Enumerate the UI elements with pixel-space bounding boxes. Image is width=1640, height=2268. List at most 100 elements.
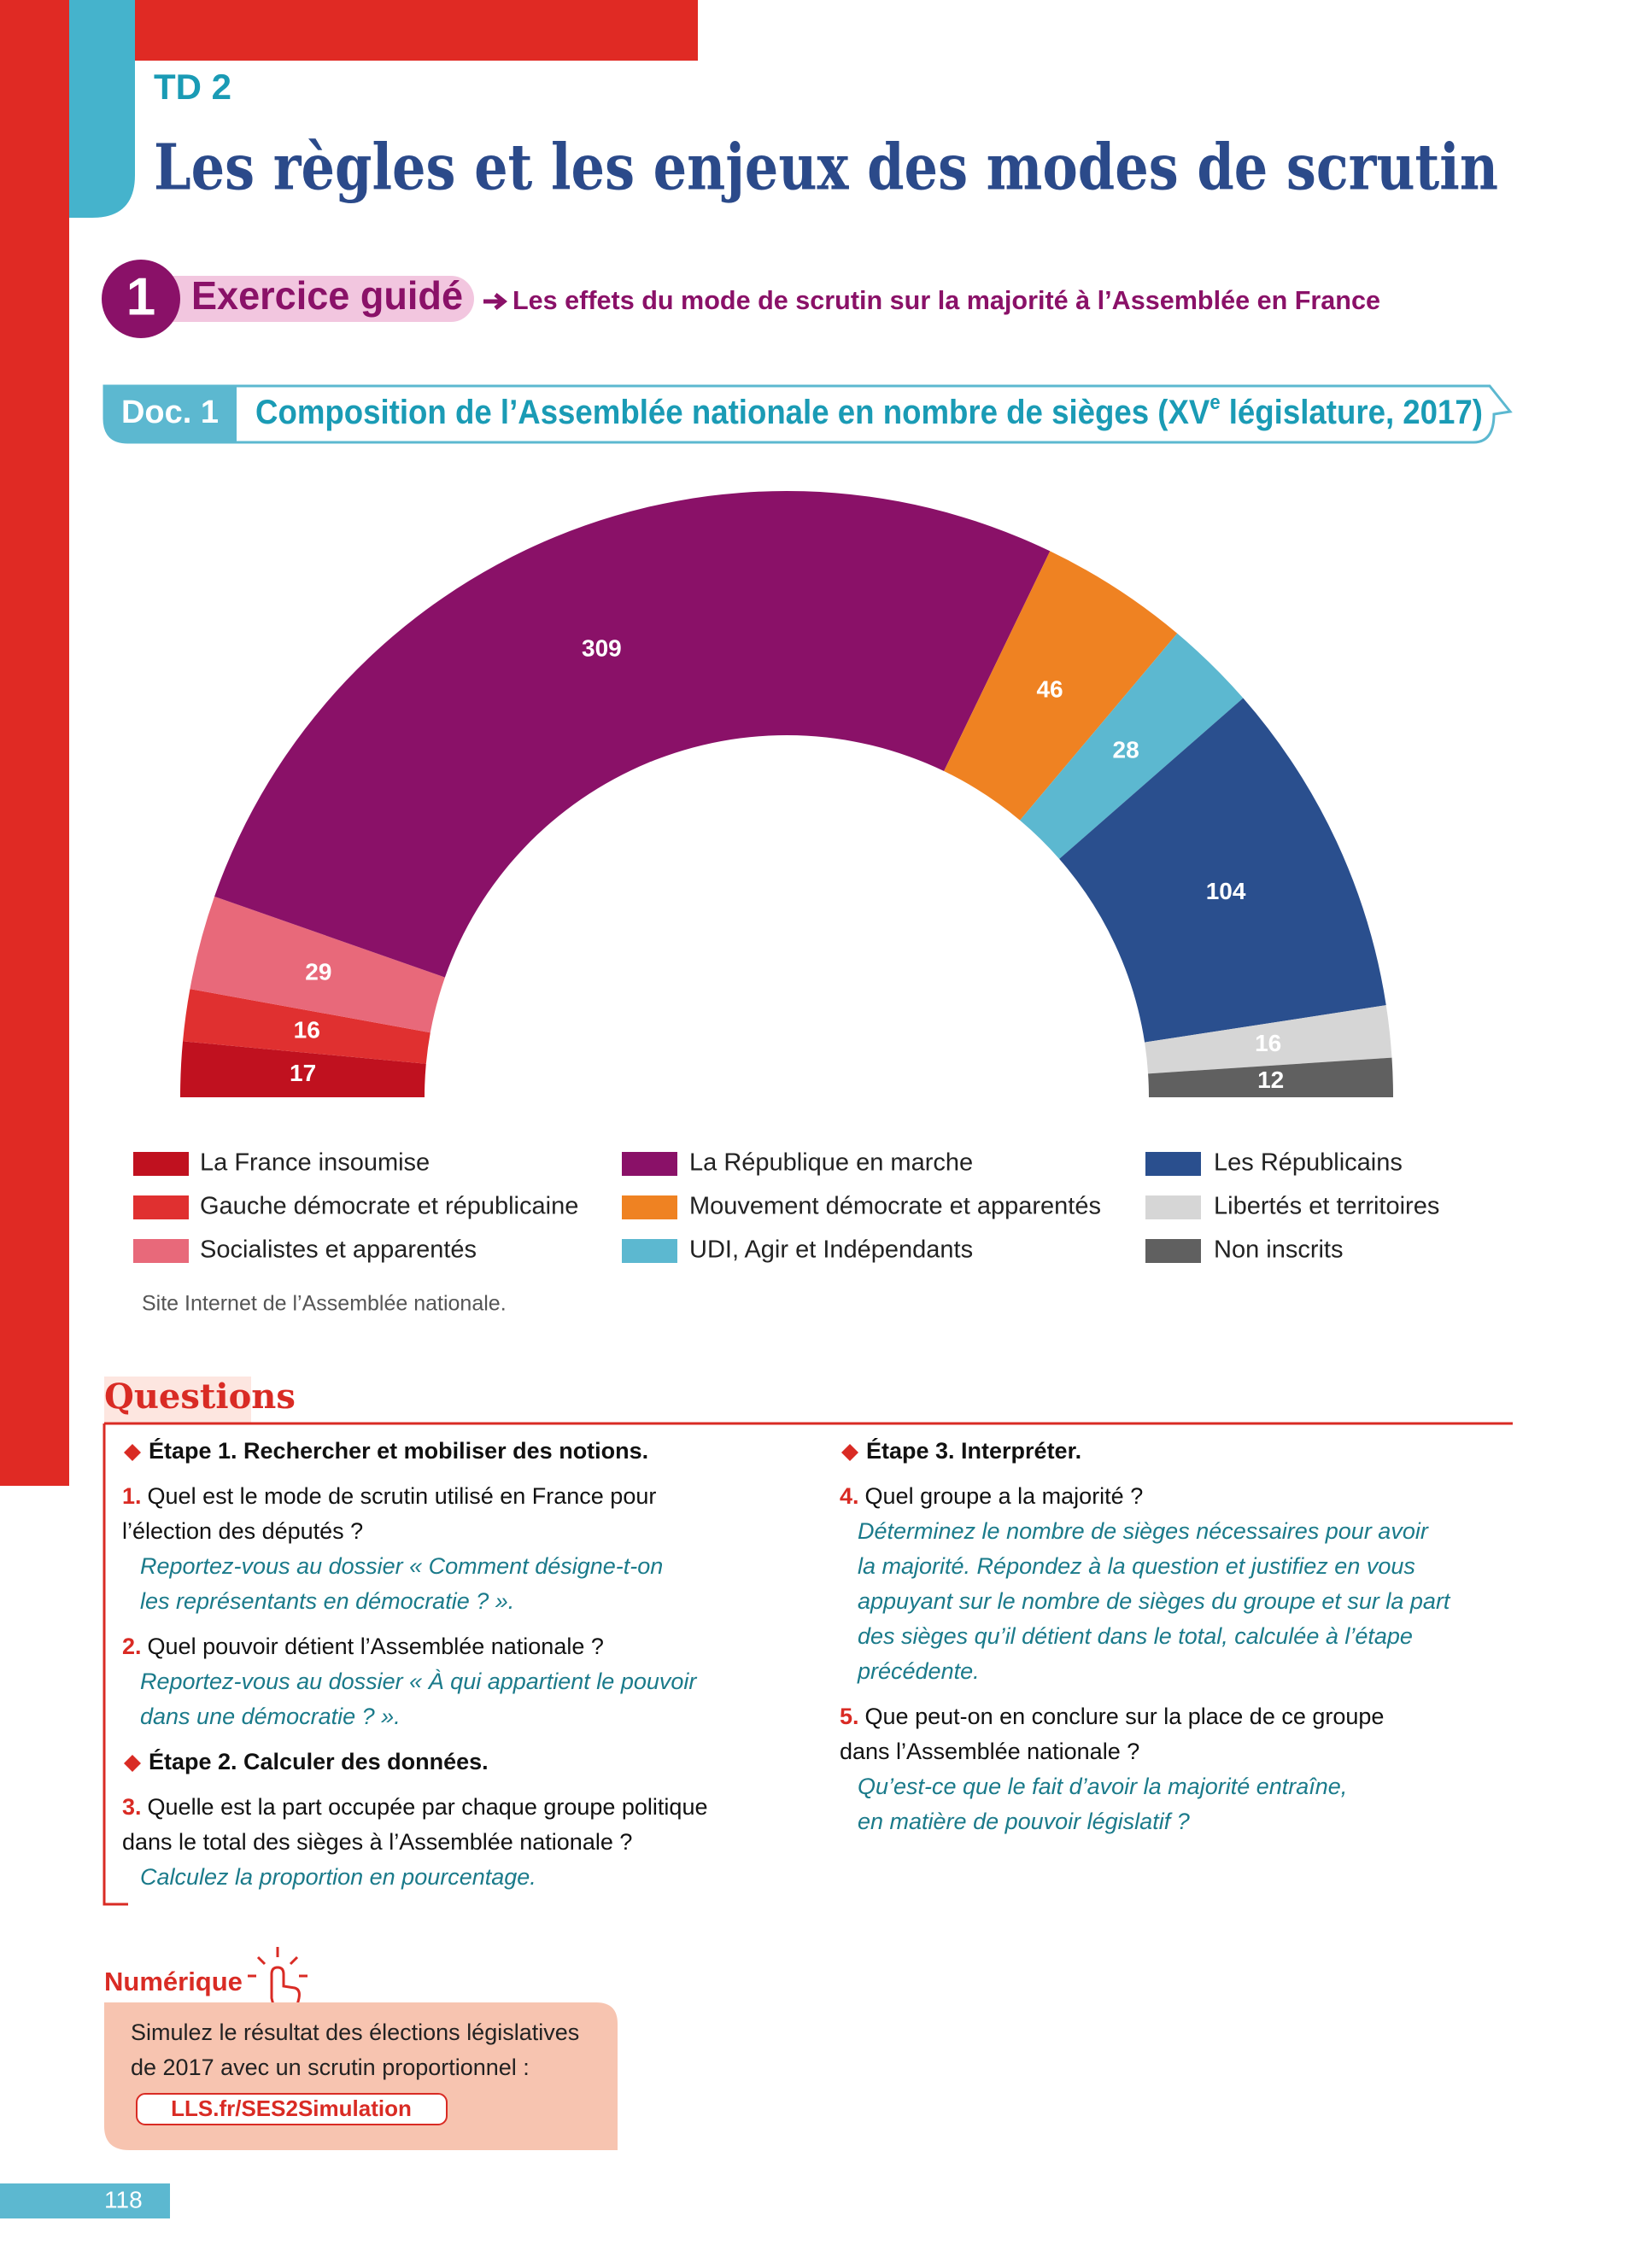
question-hint: Calculez la proportion en pourcentage. [140, 1864, 536, 1890]
seat-segment [1020, 633, 1244, 859]
question-hint: des sièges qu’il détient dans le total, … [858, 1623, 1413, 1649]
digital-title: Numérique [104, 1967, 243, 1996]
link-box[interactable] [136, 2093, 448, 2125]
question-text: Que peut-on en conclure sur la place de … [865, 1704, 1385, 1729]
legend-label: Les Républicains [1214, 1149, 1403, 1177]
doc-title: Composition de l’Assemblée nationale en … [255, 391, 1483, 430]
exercise-badge [102, 260, 180, 338]
side-band [0, 0, 69, 1486]
value-label: 16 [294, 1016, 320, 1043]
question-number: 1. [122, 1483, 142, 1509]
value-label: 104 [1206, 878, 1246, 904]
question-text: Quel est le mode de scrutin utilisé en F… [148, 1483, 657, 1509]
question-number: 2. [122, 1634, 142, 1659]
tab [69, 0, 135, 218]
step-label: Étape 1. Rechercher et mobiliser des not… [149, 1437, 648, 1464]
value-label: 309 [582, 634, 622, 661]
question-line: l’élection des députés ? [122, 1518, 363, 1544]
digital-line: de 2017 avec un scrutin proportionnel : [131, 2055, 530, 2080]
legend-label: La République en marche [689, 1149, 973, 1177]
value-label: 16 [1255, 1030, 1281, 1056]
question-hint: Déterminez le nombre de sièges nécessair… [858, 1518, 1429, 1544]
question-line: 2. Quel pouvoir détient l’Assemblée natio… [122, 1634, 604, 1659]
questions-frame [102, 1422, 1513, 1906]
legend-label: Libertés et territoires [1214, 1193, 1439, 1220]
exercise-title: Exercice guidé [191, 273, 463, 318]
seat-segment [1148, 1057, 1393, 1097]
question-line: 4. Quel groupe a la majorité ? [840, 1483, 1143, 1509]
question-line: dans l’Assemblée nationale ? [840, 1739, 1139, 1764]
doc-title-end: législature, 2017) [1221, 394, 1483, 431]
question-hint: dans une démocratie ? ». [140, 1704, 401, 1729]
questions: Étape 1. Rechercher et mobiliser des not… [122, 1437, 1451, 1890]
question-line: 1. Quel est le mode de scrutin utilisé en… [122, 1483, 656, 1509]
link[interactable]: LLS.fr/SES2Simulation [171, 2096, 412, 2121]
doc-title-sup: e [1210, 391, 1220, 414]
questions-title: Questions [104, 1377, 296, 1417]
legend-swatch [133, 1152, 189, 1176]
legend-swatch [1145, 1195, 1201, 1219]
question-number: 3. [122, 1794, 142, 1820]
seat-segment [183, 989, 430, 1064]
legend-label: UDI, Agir et Indépendants [689, 1236, 973, 1264]
hemicycle-chart: 17 16 29 309 46 28 104 16 12 La France insoumise G… [133, 490, 1439, 1264]
seat-segment [1145, 1005, 1392, 1074]
question-text: Quel groupe a la majorité ? [865, 1483, 1144, 1509]
legend-swatch [622, 1195, 677, 1219]
td-tag: TD 2 [154, 67, 231, 107]
question-line: 5. Que peut-on en conclure sur la place d… [840, 1704, 1384, 1729]
legend-label: La France insoumise [200, 1149, 430, 1177]
page-number-bg [0, 2183, 170, 2218]
seat-segment [944, 551, 1178, 821]
question-hint: appuyant sur le nombre de sièges du grou… [858, 1588, 1451, 1614]
value-label: 29 [305, 958, 331, 985]
question-number: 4. [840, 1483, 859, 1509]
question-hint: Reportez-vous au dossier « Comment désig… [140, 1553, 663, 1579]
question-hint: précédente. [857, 1658, 980, 1684]
digital-line: Simulez le résultat des élections législ… [131, 2020, 579, 2045]
value-label: 17 [290, 1060, 316, 1086]
seat-segment [190, 896, 445, 1033]
seat-segment [1059, 698, 1386, 1043]
question-hint: les représentants en démocratie ? ». [140, 1588, 514, 1614]
bullet [124, 1755, 141, 1772]
doc-title-text: Composition de l’Assemblée nationale en … [255, 394, 1210, 431]
question-hint: en matière de pouvoir législatif ? [858, 1809, 1190, 1834]
source: Site Internet de l’Assemblée nationale. [142, 1292, 507, 1316]
seat-segment [214, 490, 1051, 978]
legend-label: Mouvement démocrate et apparentés [689, 1193, 1101, 1220]
value-label: 12 [1257, 1067, 1284, 1093]
page-number: 118 [104, 2186, 143, 2212]
legend-label: Non inscrits [1214, 1236, 1344, 1264]
seat-segment [180, 1041, 426, 1097]
exercise-subtitle: Les effets du mode de scrutin sur la maj… [512, 285, 1380, 315]
questions-title-bg [104, 1377, 251, 1423]
exercise-number: 1 [126, 267, 155, 326]
value-label: 28 [1113, 737, 1139, 763]
legend-swatch [622, 1239, 677, 1263]
question-line: dans le total des sièges à l’Assemblée n… [122, 1829, 632, 1855]
hand-icon [248, 1947, 308, 2014]
question-number: 5. [840, 1704, 859, 1729]
legend-label: Socialistes et apparentés [200, 1236, 477, 1264]
legend-label: Gauche démocrate et républicaine [200, 1193, 578, 1220]
question-text: Quel pouvoir détient l’Assemblée nationa… [148, 1634, 604, 1659]
legend-swatch [133, 1239, 189, 1263]
question-hint: Qu’est-ce que le fait d’avoir la majorit… [858, 1774, 1347, 1799]
step-label: Étape 2. Calculer des données. [149, 1748, 489, 1774]
legend-swatch [1145, 1239, 1201, 1263]
question-hint: la majorité. Répondez à la question et j… [858, 1553, 1415, 1579]
legend-swatch [1145, 1152, 1201, 1176]
bullet [841, 1444, 858, 1461]
legend-swatch [133, 1195, 189, 1219]
value-label: 46 [1036, 675, 1063, 702]
bullet [124, 1444, 141, 1461]
arrow [483, 293, 508, 310]
step-label: Étape 3. Interpréter. [866, 1437, 1081, 1464]
page-title: Les règles et les enjeux des modes de sc… [154, 132, 1498, 205]
doc-label-bg [104, 386, 237, 442]
question-line: 3. Quelle est la part occupée par chaque … [122, 1794, 707, 1820]
top-band [69, 0, 698, 61]
question-hint: Reportez-vous au dossier « À qui apparti… [140, 1669, 697, 1694]
